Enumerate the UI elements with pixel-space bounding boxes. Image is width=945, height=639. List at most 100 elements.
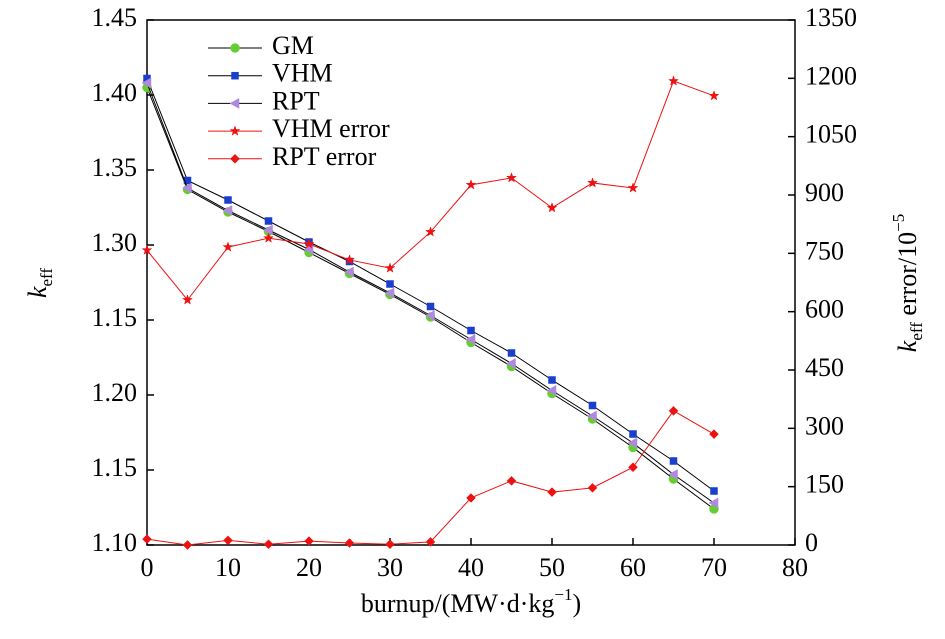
x-tick-label: 30: [377, 553, 403, 582]
legend-marker: [230, 43, 240, 53]
data-point: [667, 469, 678, 480]
data-point: [506, 172, 517, 183]
data-point: [547, 487, 557, 497]
x-tick-label: 60: [620, 553, 646, 582]
x-tick-label: 40: [458, 553, 484, 582]
data-point: [224, 196, 232, 204]
y2-tick-label: 900: [805, 178, 844, 207]
data-point: [141, 77, 152, 89]
legend-marker: [229, 125, 241, 136]
y2-tick-label: 150: [805, 470, 844, 499]
y2-tick-label: 750: [805, 236, 844, 265]
y2-tick-label: 1050: [805, 120, 857, 149]
y-axis-label: keff: [23, 268, 56, 298]
data-point: [627, 182, 639, 193]
data-point: [425, 537, 436, 547]
data-point: [587, 177, 598, 188]
y2-axis-label: keff error/10−5: [889, 214, 926, 352]
x-tick-label: 50: [539, 553, 565, 582]
legend-marker: [229, 97, 240, 109]
data-point: [263, 539, 274, 550]
data-point: [586, 410, 597, 422]
data-point: [628, 462, 638, 473]
x-tick-label: 70: [701, 553, 727, 582]
y-tick-label: 1.30: [92, 228, 138, 257]
data-point: [668, 405, 679, 416]
y-tick-label: 1.15: [92, 303, 138, 332]
data-point: [304, 536, 314, 546]
data-point: [465, 334, 476, 345]
series-line: [146, 78, 715, 492]
x-axis-label: burnup/(MW·d·kg−1): [361, 585, 581, 618]
y-tick-label: 1.20: [92, 378, 138, 407]
data-point: [303, 238, 315, 249]
data-point: [426, 302, 435, 311]
data-point: [465, 179, 477, 190]
plot-frame: [146, 19, 796, 546]
data-point: [223, 535, 233, 546]
data-point: [141, 244, 153, 255]
y2-tick-label: 600: [805, 295, 844, 324]
y2-tick-label: 300: [805, 411, 844, 440]
data-point: [385, 539, 395, 550]
y-tick-label: 1.15: [92, 453, 138, 482]
y-tick-label: 1.10: [92, 528, 138, 557]
legend-label: GM: [272, 31, 314, 60]
data-point: [505, 358, 516, 369]
data-point: [708, 497, 719, 509]
data-point: [466, 493, 476, 503]
data-point: [467, 326, 475, 335]
data-point: [546, 385, 557, 396]
x-tick-label: 0: [141, 553, 154, 582]
data-point: [142, 534, 152, 545]
data-point: [263, 232, 274, 243]
data-point: [669, 457, 678, 465]
data-point: [708, 90, 720, 101]
legend-marker: [230, 153, 240, 164]
data-point: [183, 176, 192, 185]
data-point: [507, 349, 516, 357]
y-tick-label: 1.45: [92, 3, 138, 32]
y2-tick-label: 1350: [805, 3, 857, 32]
y-tick-label: 1.40: [92, 78, 138, 107]
data-point: [222, 241, 234, 252]
x-tick-label: 80: [782, 553, 808, 582]
data-point: [629, 430, 637, 438]
data-point: [344, 254, 355, 265]
data-point: [425, 226, 436, 237]
data-point: [548, 376, 556, 384]
data-point: [181, 182, 192, 194]
data-point: [262, 224, 273, 236]
data-point: [710, 487, 718, 495]
data-point: [627, 437, 638, 449]
data-point: [546, 202, 558, 213]
series-line: [146, 80, 715, 301]
legend-label: RPT: [272, 86, 320, 115]
y-tick-label: 1.35: [92, 153, 138, 182]
data-point: [343, 266, 354, 278]
legend-marker: [231, 71, 239, 80]
data-point: [182, 294, 193, 305]
data-point: [182, 540, 193, 550]
data-point: [424, 310, 435, 321]
data-point: [709, 429, 719, 440]
x-tick-label: 10: [215, 553, 241, 582]
data-point: [384, 287, 395, 299]
data-point: [222, 205, 233, 216]
data-point: [588, 401, 597, 410]
series-line: [146, 82, 715, 504]
x-tick-label: 20: [296, 553, 322, 582]
y2-tick-label: 450: [805, 353, 844, 382]
data-point: [587, 482, 598, 493]
data-point: [344, 538, 355, 548]
y2-tick-label: 0: [805, 528, 818, 557]
data-point: [384, 262, 396, 273]
legend-label: VHM: [272, 59, 333, 88]
legend-label: RPT error: [272, 142, 377, 171]
data-point: [668, 75, 679, 86]
y2-tick-label: 1200: [805, 61, 857, 90]
legend-label: VHM error: [272, 114, 390, 143]
data-point: [386, 280, 394, 288]
data-point: [506, 475, 517, 486]
